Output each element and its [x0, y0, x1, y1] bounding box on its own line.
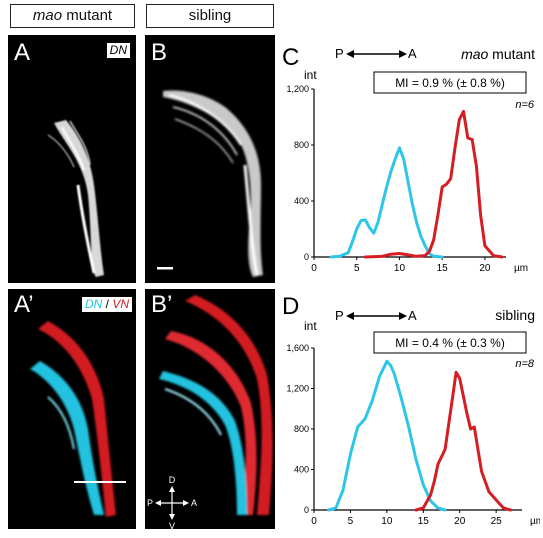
chart-c-mi-box: [373, 71, 527, 94]
chart-d-title-rest: sibling: [495, 307, 535, 323]
chart-d-xtick-label: 0: [311, 516, 317, 527]
panel-b: B: [145, 35, 275, 283]
panel-a-prime-image: [30, 321, 126, 517]
chart-c-xtick-label: 15: [437, 263, 449, 274]
chart-d-ytick-label: 800: [294, 424, 309, 434]
chart-c-title-italic: mao: [461, 46, 488, 62]
chart-c-xunit: µm: [514, 263, 528, 274]
panel-b-prime-image: D V P A: [147, 295, 273, 529]
compass-a: A: [191, 498, 197, 508]
chart-d-arrow-p: P: [335, 308, 344, 323]
compass-d: D: [169, 475, 176, 485]
chart-d-xtick-label: 20: [454, 516, 466, 527]
chart-d-n: n=8: [515, 358, 535, 370]
chart-c-series-dn: [329, 146, 444, 259]
chart-c-title: mao mutant: [461, 46, 535, 62]
panel-a-prime: A’ DN / VN: [8, 289, 136, 529]
dn-tag: DN: [106, 43, 130, 58]
chart-c-xtick-label: 10: [394, 263, 406, 274]
section-line: [74, 481, 126, 483]
chart-d-arrow-a: A: [408, 308, 417, 323]
panel-a-label: A: [14, 39, 31, 66]
panel-b-image: [157, 90, 263, 278]
chart-d-mi-box: [373, 331, 527, 354]
vn-tag: VN: [112, 297, 129, 311]
chart-d-xunit: µm: [530, 516, 540, 527]
chart-c-arrow-p: P: [335, 46, 344, 61]
chart-c-mi: MI = 0.9 % (± 0.8 %): [395, 76, 505, 90]
chart-d-mi: MI = 0.4 % (± 0.3 %): [395, 336, 505, 350]
chart-c-n: n=6: [515, 99, 535, 111]
chart-d-pa-arrow: P A: [335, 308, 417, 323]
chart-c-series-vn: [363, 109, 504, 259]
chart-c-xtick-label: 5: [354, 263, 360, 274]
chart-c-arrow-a: A: [408, 46, 417, 61]
chart-d-ytick-label: 400: [294, 465, 309, 475]
panel-b-prime-label: B’: [151, 291, 173, 318]
chart-d-xtick-label: 10: [381, 516, 393, 527]
compass: D V P A: [147, 475, 197, 529]
chart-d-xtick-label: 25: [491, 516, 503, 527]
chart-d-ytick-label: 1,200: [286, 384, 309, 394]
scale-bar: [157, 267, 173, 270]
chart-d-series-vn: [414, 370, 513, 512]
chart-c: C int P A mao mutant MI = 0.9 % (± 0.8 %…: [282, 44, 535, 274]
chart-c-letter: C: [282, 44, 299, 71]
chart-d-ytick-label: 0: [304, 505, 309, 515]
chart-d-xtick-label: 5: [348, 516, 354, 527]
chart-c-xtick-label: 0: [311, 263, 317, 274]
mutant-header-rest: mutant: [62, 7, 113, 24]
chart-d-ylabel: int: [304, 319, 317, 333]
chart-c-ytick-label: 0: [304, 252, 309, 262]
chart-d-ytick-label: 1,600: [286, 343, 309, 353]
chart-d-title: sibling: [495, 307, 535, 323]
compass-p: P: [147, 498, 153, 508]
chart-c-title-rest: mutant: [488, 46, 535, 62]
mutant-column-header: mao mutant: [10, 4, 135, 28]
mutant-header-italic: mao: [32, 7, 63, 24]
chart-d-letter: D: [282, 293, 299, 320]
panel-b-label: B: [151, 39, 168, 66]
chart-d-series-dn: [327, 359, 447, 512]
chart-c-ytick-label: 800: [294, 140, 309, 150]
panel-b-prime: D V P A B’: [145, 289, 275, 529]
dn-vn-tag: DN / VN: [81, 297, 132, 312]
sibling-column-header: sibling: [146, 4, 274, 28]
chart-c-ytick-label: 400: [294, 196, 309, 206]
panel-a-image: [47, 120, 104, 277]
chart-c-pa-arrow: P A: [335, 46, 417, 61]
chart-c-xtick-label: 20: [479, 263, 491, 274]
chart-d-xtick-label: 15: [418, 516, 430, 527]
chart-d: D int P A sibling MI = 0.4 % (± 0.3 %) n…: [282, 293, 540, 527]
chart-c-ylabel: int: [304, 68, 317, 82]
dn-tag-colored: DN: [84, 297, 103, 311]
panel-a: A DN: [8, 35, 136, 283]
compass-v: V: [169, 521, 175, 529]
tag-slash: /: [102, 297, 113, 311]
chart-c-ytick-label: 1,200: [286, 84, 309, 94]
panel-a-prime-label: A’: [14, 291, 34, 318]
